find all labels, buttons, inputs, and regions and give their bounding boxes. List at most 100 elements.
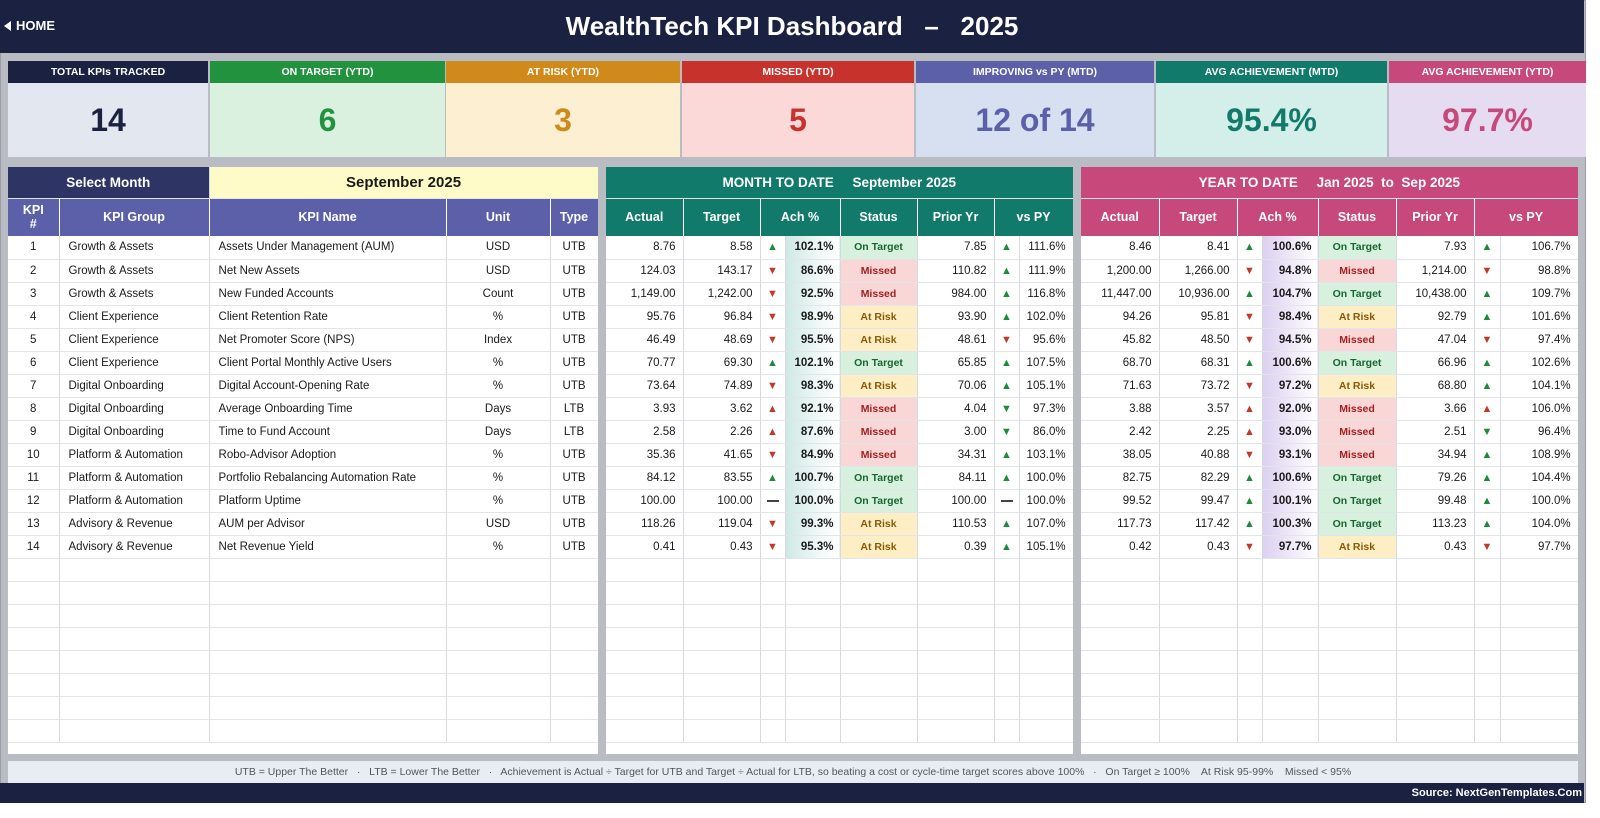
- trend-up-icon: ▲: [760, 466, 786, 490]
- table-row: 1,200.00 1,266.00 ▼ 94.8% Missed 1,214.00 ▼ 98.…: [1081, 259, 1578, 283]
- achievement-value: 98.4%: [1262, 305, 1319, 329]
- empty-cell: [550, 650, 598, 674]
- empty-cell: [59, 581, 210, 605]
- kpi-card-label: TOTAL KPIs TRACKED: [8, 61, 208, 83]
- empty-cell: [1318, 627, 1397, 651]
- kpi-type: UTB: [550, 259, 598, 283]
- empty-cell: [917, 604, 995, 628]
- empty-row: [8, 558, 598, 582]
- kpi-type: UTB: [550, 535, 598, 559]
- target-value: 3.57: [1159, 397, 1238, 421]
- vs-py-value: 97.4%: [1500, 328, 1578, 352]
- trend-up-icon: ▲: [994, 443, 1020, 467]
- empty-cell: [1474, 558, 1501, 582]
- empty-cell: [209, 719, 447, 743]
- empty-cell: [1081, 650, 1160, 674]
- trend-up-icon: ▲: [1474, 397, 1501, 421]
- empty-cell: [1500, 696, 1578, 720]
- empty-cell: [446, 719, 551, 743]
- actual-value: 95.76: [606, 305, 684, 329]
- table-row: 8.76 8.58 ▲ 102.1% On Target 7.85 ▲ 111.6%: [606, 236, 1073, 260]
- table-row: 70.77 69.30 ▲ 102.1% On Target 65.85 ▲ 107.5%: [606, 351, 1073, 375]
- empty-row: [8, 627, 598, 651]
- trend-down-icon: ▼: [1237, 259, 1263, 283]
- empty-cell: [1474, 673, 1501, 697]
- prior-year-value: 0.43: [1396, 535, 1475, 559]
- prior-year-value: 100.00: [917, 489, 995, 513]
- empty-cell: [1318, 581, 1397, 605]
- table-row: 11 Platform & Automation Portfolio Rebalan…: [8, 466, 598, 490]
- table-row: 4 Client Experience Client Retention Rate%…: [8, 305, 598, 329]
- status-badge: On Target: [840, 236, 918, 260]
- actual-value: 11,447.00: [1081, 282, 1160, 306]
- kpi-card: ON TARGET (YTD) 6: [210, 61, 445, 157]
- empty-cell: [8, 696, 60, 720]
- actual-value: 8.46: [1081, 236, 1160, 260]
- empty-row: [1081, 673, 1578, 697]
- achievement-value: 100.6%: [1262, 236, 1319, 260]
- prior-year-value: 4.04: [917, 397, 995, 421]
- empty-cell: [1500, 673, 1578, 697]
- empty-cell: [1500, 581, 1578, 605]
- empty-cell: [994, 650, 1020, 674]
- kpi-number: 12: [8, 489, 60, 513]
- empty-cell: [1159, 604, 1238, 628]
- empty-cell: [550, 581, 598, 605]
- empty-cell: [1019, 719, 1073, 743]
- kpi-card: AVG ACHIEVEMENT (YTD) 97.7%: [1389, 61, 1586, 157]
- empty-cell: [606, 696, 684, 720]
- column-header: Ach %: [1237, 198, 1319, 236]
- status-badge: At Risk: [1318, 305, 1397, 329]
- empty-cell: [606, 673, 684, 697]
- empty-cell: [760, 696, 786, 720]
- kpi-number: 14: [8, 535, 60, 559]
- empty-cell: [1396, 558, 1475, 582]
- empty-cell: [446, 650, 551, 674]
- status-badge: On Target: [840, 489, 918, 513]
- kpi-type: UTB: [550, 282, 598, 306]
- kpi-number: 6: [8, 351, 60, 375]
- vs-py-value: 108.9%: [1500, 443, 1578, 467]
- empty-cell: [59, 719, 210, 743]
- vs-py-value: 103.1%: [1019, 443, 1073, 467]
- vs-py-value: 104.4%: [1500, 466, 1578, 490]
- empty-row: [1081, 627, 1578, 651]
- achievement-value: 97.2%: [1262, 374, 1319, 398]
- kpi-number: 10: [8, 443, 60, 467]
- empty-cell: [209, 604, 447, 628]
- trend-up-icon: ▲: [1237, 282, 1263, 306]
- empty-cell: [917, 627, 995, 651]
- empty-cell: [840, 604, 918, 628]
- column-header: Type: [550, 198, 598, 236]
- empty-cell: [1159, 558, 1238, 582]
- empty-cell: [1396, 719, 1475, 743]
- empty-row: [606, 719, 1073, 743]
- actual-value: 70.77: [606, 351, 684, 375]
- empty-cell: [1159, 696, 1238, 720]
- kpi-card-value: 3: [446, 83, 680, 157]
- vs-py-value: 105.1%: [1019, 374, 1073, 398]
- actual-value: 0.42: [1081, 535, 1160, 559]
- empty-cell: [1474, 650, 1501, 674]
- empty-cell: [1019, 673, 1073, 697]
- empty-cell: [606, 627, 684, 651]
- empty-row: [8, 719, 598, 743]
- empty-cell: [1081, 719, 1160, 743]
- kpi-unit: USD: [446, 259, 551, 283]
- achievement-value: 102.1%: [785, 236, 841, 260]
- kpi-name: Net Promoter Score (NPS): [209, 328, 447, 352]
- select-month-label: Select Month: [8, 167, 210, 199]
- kpi-type: UTB: [550, 512, 598, 536]
- month-selector[interactable]: September 2025: [209, 167, 598, 199]
- target-value: 40.88: [1159, 443, 1238, 467]
- empty-row: [606, 673, 1073, 697]
- vs-py-value: 97.3%: [1019, 397, 1073, 421]
- home-button[interactable]: HOME: [4, 18, 55, 33]
- source-credit: Source: NextGenTemplates.Com: [1411, 787, 1582, 799]
- empty-cell: [683, 604, 761, 628]
- prior-year-value: 48.61: [917, 328, 995, 352]
- status-badge: Missed: [1318, 397, 1397, 421]
- kpi-group: Platform & Automation: [59, 466, 210, 490]
- vs-py-value: 100.0%: [1019, 489, 1073, 513]
- status-badge: Missed: [840, 443, 918, 467]
